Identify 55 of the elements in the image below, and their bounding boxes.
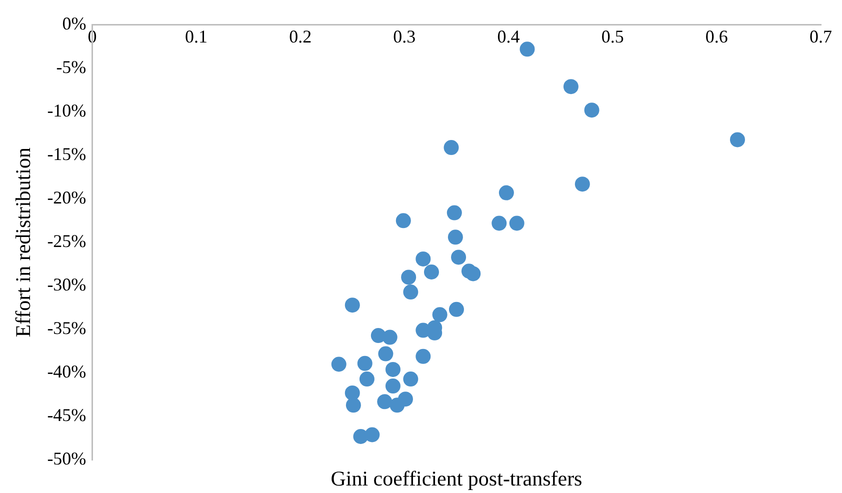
x-tick-label: 0.2 — [289, 26, 312, 46]
x-tick-label: 0.6 — [705, 26, 728, 46]
y-tick-label: -5% — [56, 57, 86, 78]
x-tick-label: 0.3 — [393, 26, 416, 46]
point — [416, 251, 431, 266]
point — [390, 398, 405, 413]
point — [364, 427, 380, 442]
point — [385, 362, 400, 377]
point — [424, 264, 439, 280]
point — [344, 385, 360, 400]
point — [385, 378, 400, 394]
y-tick-label: -50% — [47, 448, 86, 469]
y-tick-label: -45% — [47, 405, 86, 426]
y-tick-label: -35% — [47, 318, 86, 338]
point — [730, 132, 745, 148]
point — [563, 79, 578, 94]
x-tick-label: 0.1 — [185, 26, 208, 46]
point — [378, 346, 394, 362]
point — [432, 307, 448, 322]
x-axis-title: Gini coefficient post-transfers — [330, 466, 582, 491]
point — [466, 266, 481, 282]
point — [448, 230, 463, 245]
point — [498, 185, 514, 200]
x-tick-label: 0.7 — [810, 26, 832, 46]
point — [446, 205, 462, 220]
point — [416, 348, 431, 364]
x-tick-label: 0.5 — [601, 26, 624, 46]
y-tick-label: -15% — [47, 144, 86, 164]
y-tick-label: -30% — [47, 274, 86, 295]
point — [377, 394, 392, 410]
point — [520, 42, 535, 57]
point — [509, 216, 524, 231]
point — [396, 213, 411, 228]
point — [357, 356, 372, 371]
point — [403, 284, 418, 300]
y-axis-title: Effort in redistribution — [11, 147, 36, 338]
y-tick-label: -20% — [47, 188, 86, 208]
point — [359, 372, 374, 387]
y-tick-label: -25% — [47, 231, 86, 252]
y-tick-label: 0% — [62, 14, 86, 34]
point — [448, 302, 464, 317]
point — [584, 102, 600, 118]
point — [344, 298, 360, 313]
point — [346, 398, 361, 413]
y-tick-label: -40% — [47, 362, 86, 382]
point — [331, 356, 346, 372]
point — [382, 330, 398, 345]
point — [574, 176, 590, 192]
point — [444, 140, 459, 156]
point — [403, 372, 418, 387]
x-tick-label: 0.4 — [497, 26, 520, 46]
y-tick-label: -10% — [47, 100, 86, 121]
point — [451, 250, 466, 265]
point — [401, 270, 416, 285]
point — [492, 216, 507, 231]
